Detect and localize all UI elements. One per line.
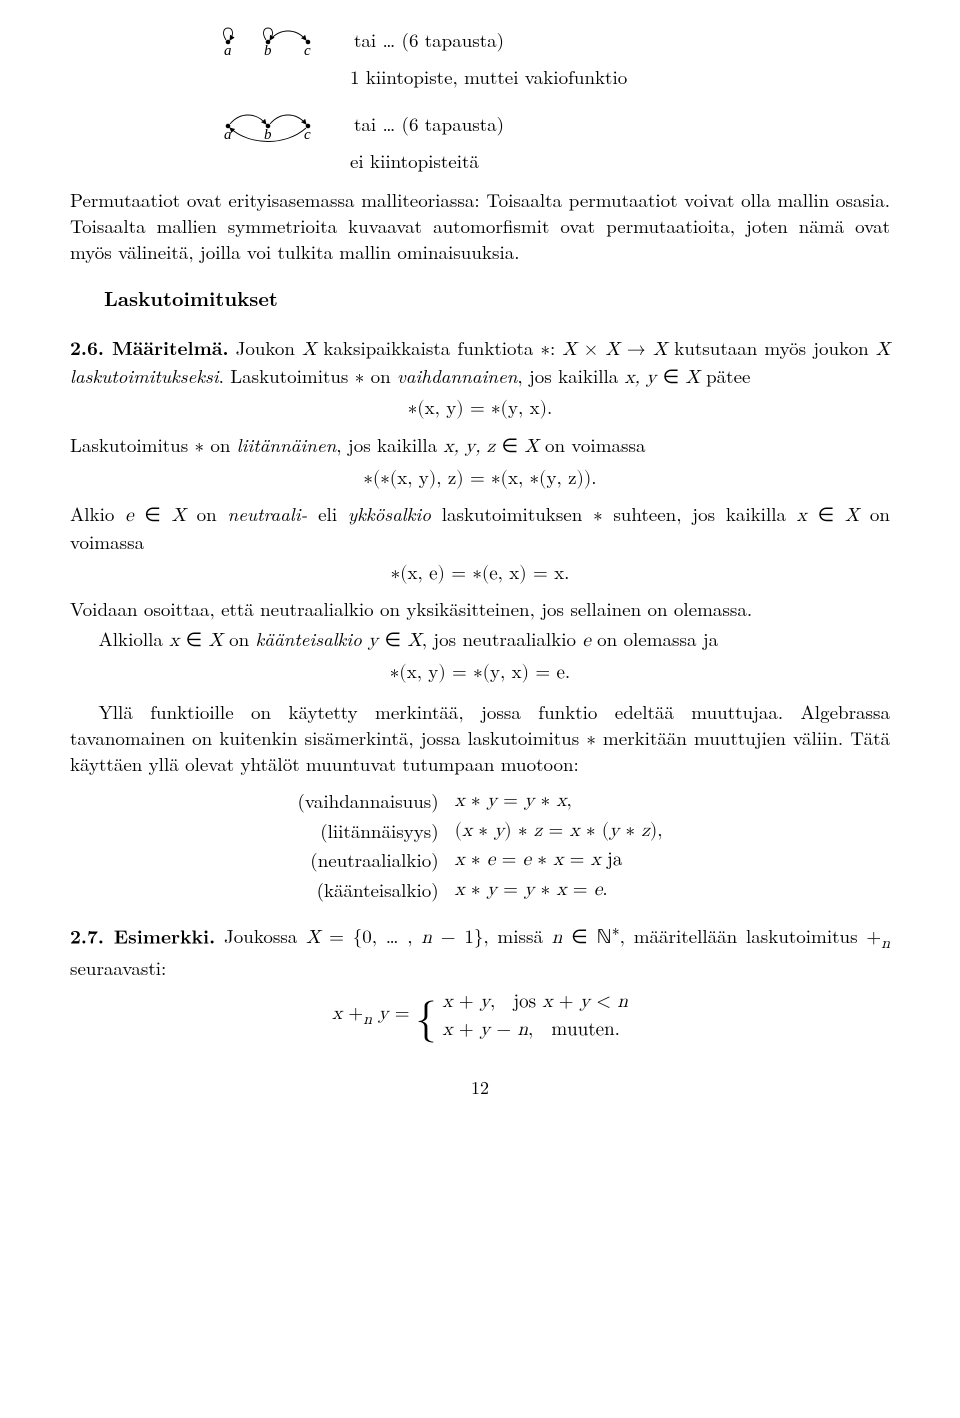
equation-neutral: ∗(x, e) = ∗(e, x) = x.	[70, 561, 890, 587]
brace-icon: {	[416, 995, 437, 1037]
cases-equation: x +n y = { x + y, jos x + y < n x + y − …	[70, 989, 890, 1042]
diagram-2-label: tai … (6 tapausta)	[354, 111, 504, 137]
diagram-row-1: a b c tai … (6 tapausta)	[210, 20, 890, 60]
subsection-heading: Laskutoimitukset	[104, 284, 890, 311]
case-row: x + y − n, muuten.	[443, 1017, 628, 1043]
cases-body: x + y, jos x + y < n x + y − n, muuten.	[443, 989, 628, 1042]
svg-text:b: b	[264, 127, 272, 143]
diagram-1-caption: 1 kiintopiste, muttei vakiofunktio	[350, 64, 890, 90]
equation-associative: ∗(∗(x, y), z) = ∗(x, ∗(y, z)).	[70, 466, 890, 492]
diagram-2-caption: ei kiintopisteitä	[350, 148, 890, 174]
def-2-6-body3: Alkio e ∈ X on neutraali- eli ykkösalkio…	[70, 501, 890, 554]
table-row: (käänteisalkio) x ∗ y = y ∗ x = e.	[289, 875, 670, 905]
property-name: (liitännäisyys)	[289, 816, 446, 846]
case-condition: muuten.	[551, 1017, 620, 1043]
definition-2-6: 2.6. Määritelmä. Joukon X kaksipaikkaist…	[70, 335, 890, 390]
property-eq: x ∗ y = y ∗ x = e.	[447, 875, 671, 905]
svg-text:a: a	[224, 43, 232, 59]
graph-diagram-1: a b c	[210, 20, 330, 60]
diagram-1-label: tai … (6 tapausta)	[354, 27, 504, 53]
equation-inverse: ∗(x, y) = ∗(y, x) = e.	[70, 660, 890, 686]
property-name: (käänteisalkio)	[289, 875, 446, 905]
paragraph-permutations: Permutaatiot ovat erityisasemassa mallit…	[70, 187, 890, 264]
table-row: (neutraalialkio) x ∗ e = e ∗ x = x ja	[289, 845, 670, 875]
case-value: x + y,	[443, 989, 496, 1015]
def-2-6-body4: Voidaan osoittaa, että neutraalialkio on…	[70, 596, 890, 622]
svg-text:b: b	[264, 43, 272, 59]
graph-diagram-2: a b c	[210, 104, 330, 144]
property-eq: (x ∗ y) ∗ z = x ∗ (y ∗ z),	[447, 816, 671, 846]
svg-text:c: c	[304, 43, 311, 59]
example-2-7: 2.7. Esimerkki. Joukossa X = {0, … , n −…	[70, 919, 890, 981]
paragraph-notation: Yllä funktioille on käytetty merkintää, …	[70, 699, 890, 776]
property-eq: x ∗ y = y ∗ x,	[447, 786, 671, 816]
property-name: (neutraalialkio)	[289, 845, 446, 875]
properties-table: (vaihdannaisuus) x ∗ y = y ∗ x, (liitänn…	[289, 786, 670, 905]
page-number: 12	[70, 1076, 890, 1100]
equation-commutative: ∗(x, y) = ∗(y, x).	[70, 396, 890, 422]
property-eq: x ∗ e = e ∗ x = x ja	[447, 845, 671, 875]
case-row: x + y, jos x + y < n	[443, 989, 628, 1015]
table-row: (vaihdannaisuus) x ∗ y = y ∗ x,	[289, 786, 670, 816]
cases-lhs: x +n y =	[332, 999, 409, 1031]
case-condition: jos x + y < n	[513, 989, 628, 1015]
property-name: (vaihdannaisuus)	[289, 786, 446, 816]
def-2-6-body2: Laskutoimitus ∗ on liitännäinen, jos kai…	[70, 432, 890, 460]
ex-2-7-head: 2.7. Esimerkki.	[70, 921, 215, 949]
def-2-6-body5: Alkiolla x ∈ X on käänteisalkio y ∈ X, j…	[70, 626, 890, 654]
table-row: (liitännäisyys) (x ∗ y) ∗ z = x ∗ (y ∗ z…	[289, 816, 670, 846]
svg-text:a: a	[224, 127, 232, 143]
case-value: x + y − n,	[443, 1017, 534, 1043]
def-2-6-head: 2.6. Määritelmä.	[70, 333, 229, 361]
svg-text:c: c	[304, 127, 311, 143]
diagram-row-2: a b c tai … (6 tapausta)	[210, 104, 890, 144]
